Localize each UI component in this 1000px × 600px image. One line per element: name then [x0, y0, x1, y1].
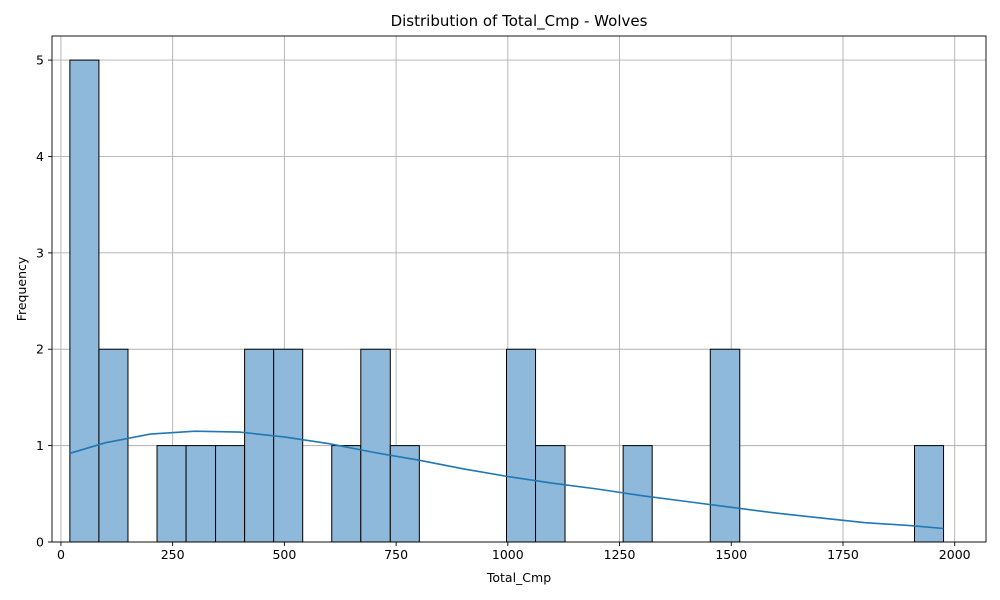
x-axis-label: Total_Cmp — [486, 570, 551, 585]
histogram-bar-5 — [215, 445, 246, 543]
y-tick-label-2: 2 — [36, 342, 44, 357]
y-axis-label: Frequency — [14, 256, 29, 321]
histogram-bar-3 — [156, 445, 187, 543]
y-tick-label-4: 4 — [36, 149, 44, 164]
histogram-bar-22 — [709, 348, 741, 543]
y-axis-ticks: 0 1 2 3 4 5 — [36, 53, 52, 550]
chart-title: Distribution of Total_Cmp - Wolves — [391, 12, 648, 31]
x-tick-label-7: 1750 — [827, 547, 859, 562]
histogram-bar-11 — [389, 445, 420, 543]
histogram-bar-15 — [505, 348, 537, 543]
x-tick-label-3: 750 — [384, 547, 408, 562]
x-tick-label-5: 1250 — [604, 547, 636, 562]
plot-frame — [51, 35, 987, 543]
y-tick-label-0: 0 — [36, 535, 44, 550]
histogram-bar-0 — [69, 59, 100, 543]
x-tick-label-4: 1000 — [492, 547, 524, 562]
y-tick-label-3: 3 — [36, 245, 44, 260]
bars-layer — [69, 59, 945, 543]
histogram-bar-6 — [244, 348, 275, 543]
histogram-bar-7 — [273, 348, 304, 543]
x-tick-label-0: 0 — [57, 547, 65, 562]
x-tick-label-6: 1500 — [715, 547, 747, 562]
histogram-bar-9 — [331, 445, 362, 543]
histogram-bar-10 — [360, 348, 391, 543]
x-tick-label-1: 250 — [161, 547, 185, 562]
x-tick-label-8: 2000 — [939, 547, 971, 562]
x-tick-label-2: 500 — [272, 547, 296, 562]
histogram-bar-16 — [535, 445, 566, 543]
y-tick-label-5: 5 — [36, 53, 44, 68]
histogram-bar-1 — [98, 348, 129, 543]
x-axis-ticks: 0 250 500 750 1000 1250 1500 1750 2000 — [57, 542, 971, 562]
y-tick-label-1: 1 — [36, 438, 44, 453]
kde-curve — [69, 430, 944, 530]
histogram-bar-4 — [185, 445, 217, 543]
